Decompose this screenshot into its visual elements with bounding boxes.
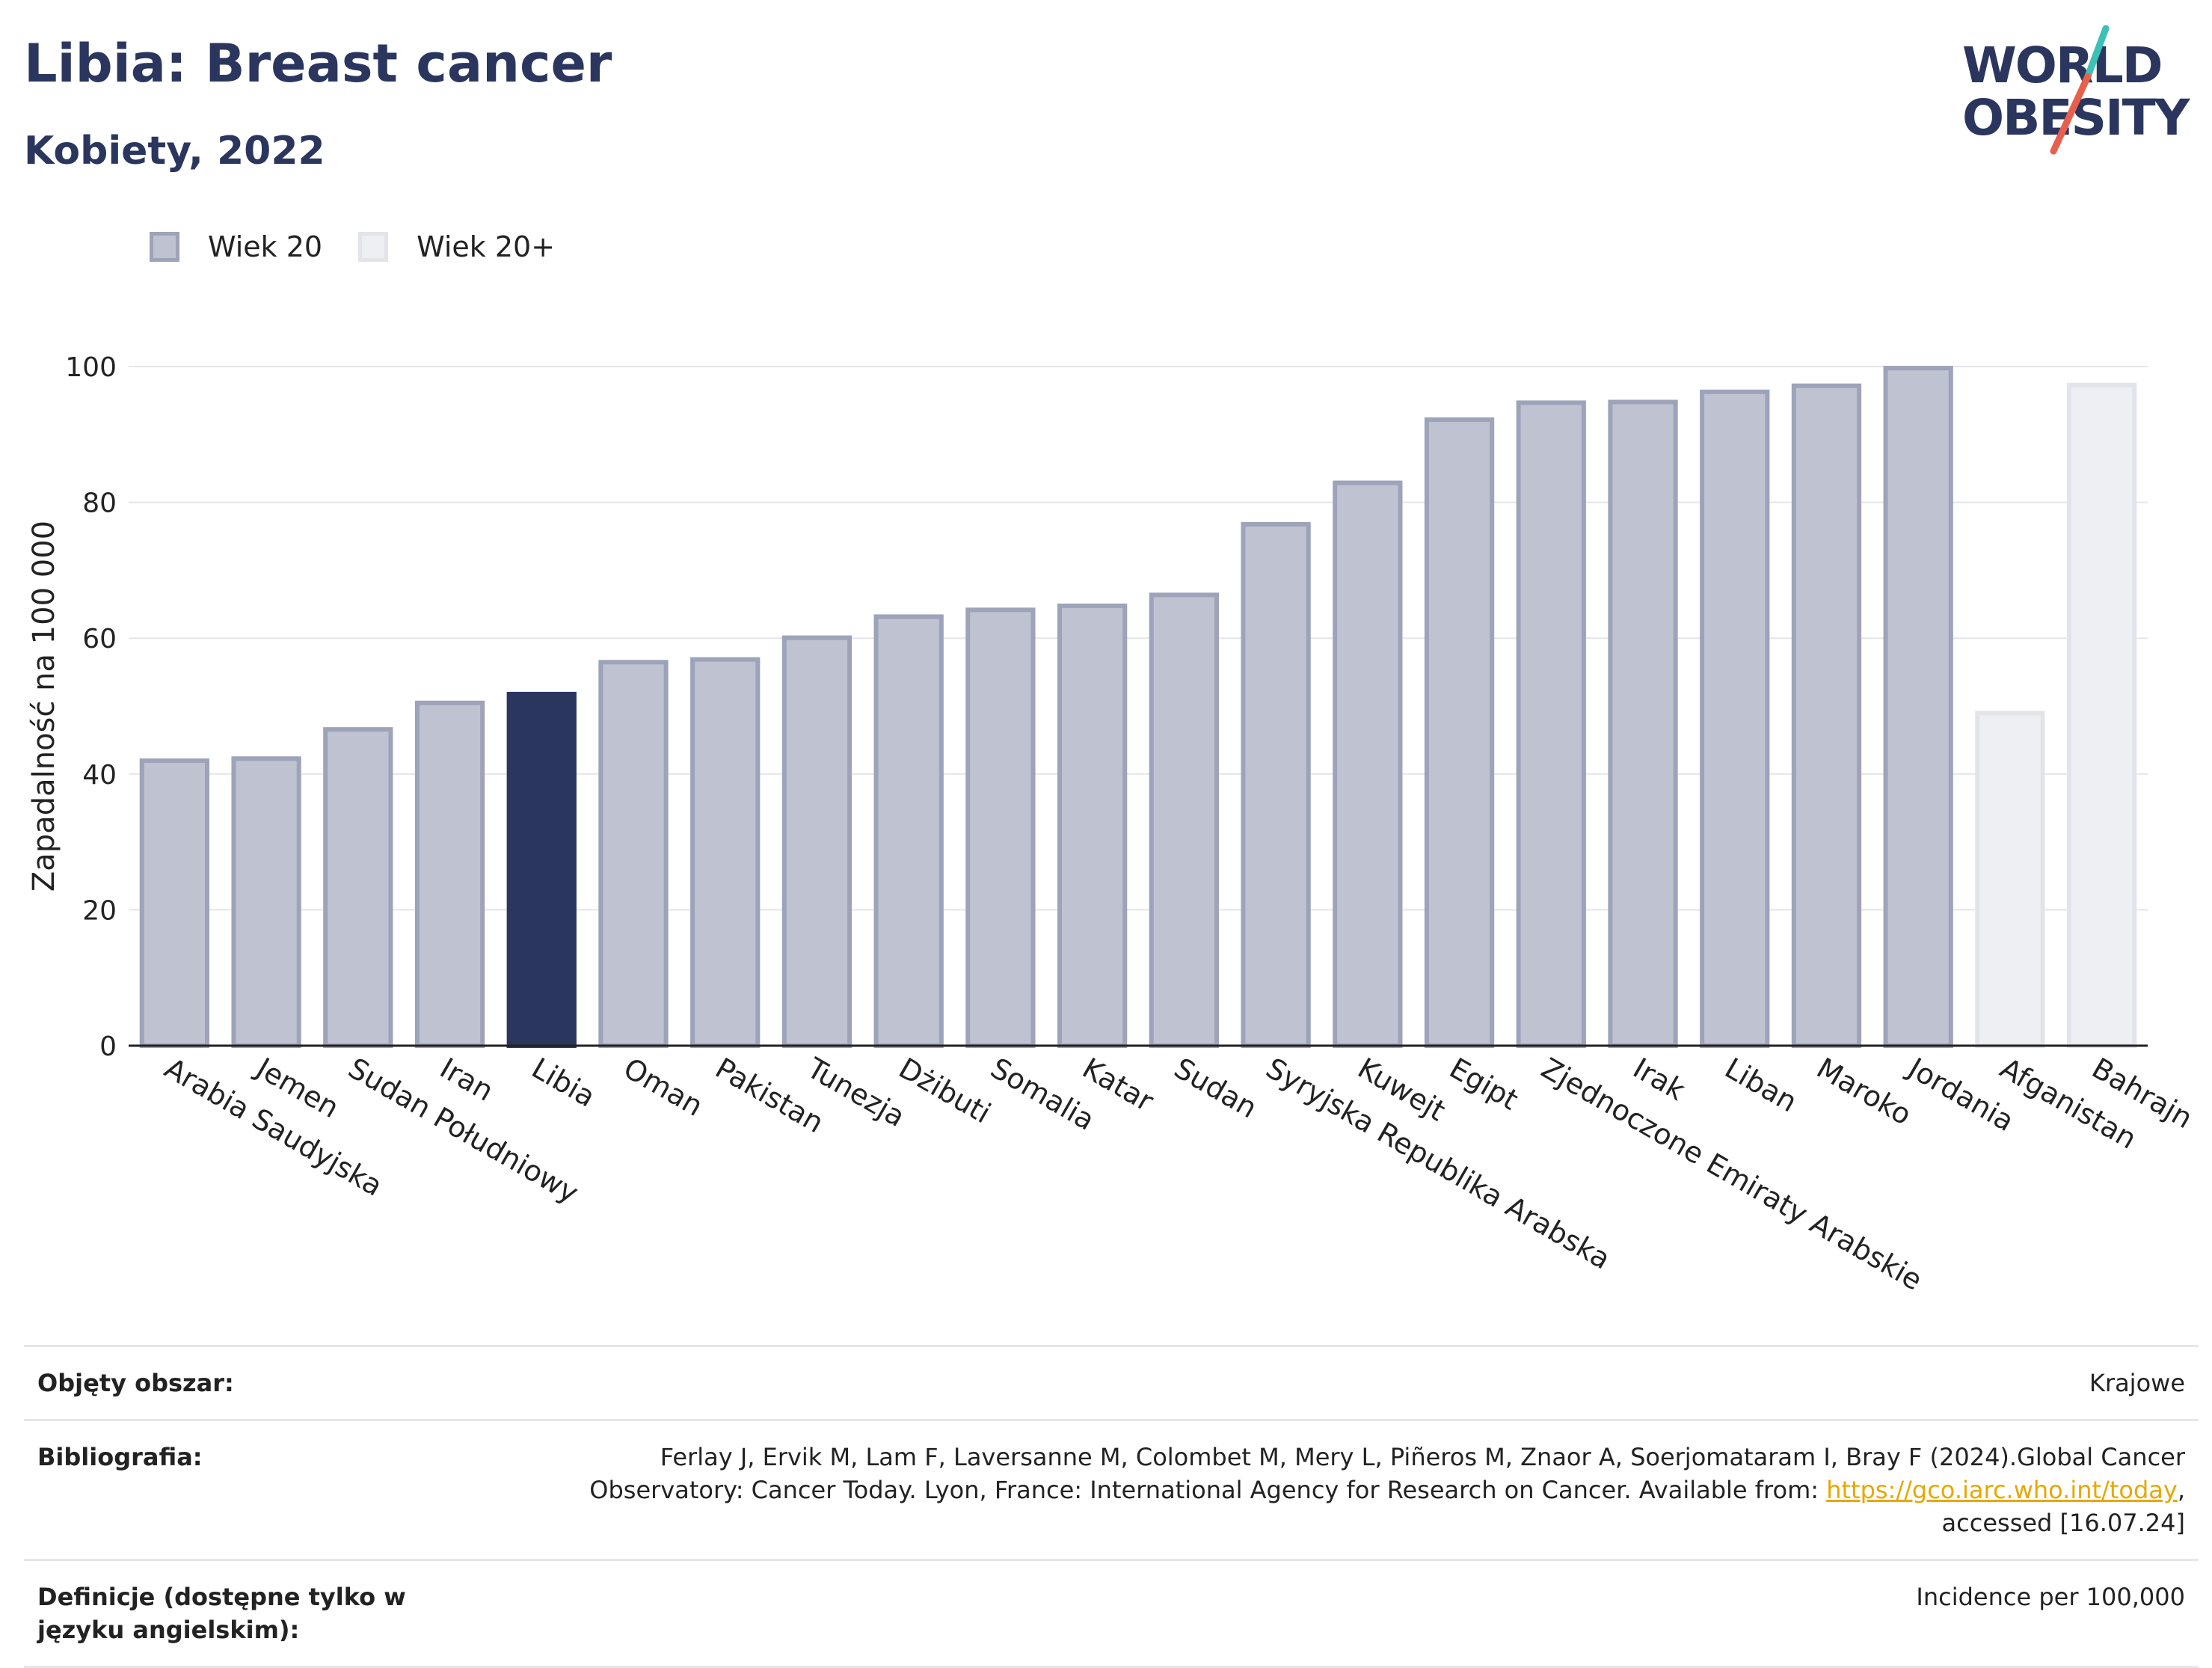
x-tick-label: Libia: [526, 1052, 601, 1114]
definitions-label: Definicje (dostępne tylko w języku angie…: [24, 1559, 494, 1668]
bibliography-text-4: accessed [16.07.24]: [1941, 1509, 2185, 1537]
x-tick-label: Dżibuti: [894, 1052, 997, 1130]
y-tick-label: 100: [65, 352, 117, 383]
logo-slash-teal: [2084, 25, 2110, 80]
x-tick-label: Oman: [618, 1052, 709, 1123]
bar-1: [231, 756, 301, 1049]
bibliography-text-3: ,: [2177, 1476, 2185, 1504]
legend: Wiek 20 Wiek 20+: [150, 224, 591, 269]
bar-20: [1975, 711, 2045, 1049]
meta-row-bibliography: Bibliografia: Ferlay J, Ervik M, Lam F, …: [24, 1419, 2199, 1560]
area-label: Objęty obszar:: [24, 1345, 494, 1420]
bar-4: [506, 691, 577, 1048]
world-obesity-logo: WORLD OBESITY: [1962, 25, 2193, 155]
legend-label-0: Wiek 20: [208, 230, 323, 263]
x-tick-label: Sudan: [1169, 1052, 1263, 1125]
y-tick-label: 60: [82, 624, 117, 654]
bar-10: [1057, 603, 1128, 1048]
bar-8: [873, 614, 944, 1049]
y-axis-title: Zapadalność na 100 000: [27, 521, 61, 892]
y-tick-label: 20: [82, 895, 117, 926]
x-tick-label: Liban: [1719, 1052, 1802, 1119]
legend-swatch-1: [358, 232, 389, 262]
metadata-table: Objęty obszar: Krajowe Bibliografia: Fer…: [24, 1345, 2199, 1668]
y-tick-label: 0: [99, 1031, 117, 1062]
bar-17: [1700, 389, 1770, 1048]
bar-15: [1516, 400, 1586, 1048]
bibliography-text-1: Ferlay J, Ervik M, Lam F, Laversanne M, …: [660, 1443, 2185, 1471]
bar-14: [1424, 417, 1495, 1049]
logo-slash-red: [2050, 73, 2092, 155]
meta-row-area: Objęty obszar: Krajowe: [24, 1345, 2199, 1420]
bibliography-value: Ferlay J, Ervik M, Lam F, Laversanne M, …: [494, 1419, 2199, 1560]
x-tick-label: Irak: [1628, 1052, 1691, 1107]
definitions-value: Incidence per 100,000: [494, 1559, 2199, 1668]
bar-3: [414, 700, 485, 1049]
bar-2: [323, 727, 393, 1048]
bibliography-label: Bibliografia:: [24, 1419, 494, 1560]
bar-6: [690, 657, 761, 1048]
bar-7: [781, 635, 852, 1048]
x-tick-label: Jordania: [1902, 1051, 2020, 1138]
bar-9: [965, 607, 1036, 1048]
y-tick-label: 80: [82, 488, 117, 519]
area-value: Krajowe: [494, 1345, 2199, 1420]
legend-item-1[interactable]: Wiek 20+: [358, 230, 555, 263]
bibliography-text-2: Observatory: Cancer Today. Lyon, France:…: [589, 1476, 1827, 1504]
meta-row-definitions: Definicje (dostępne tylko w języku angie…: [24, 1559, 2199, 1668]
bar-12: [1241, 521, 1311, 1048]
legend-item-0[interactable]: Wiek 20: [150, 230, 322, 263]
chart-title: Libia: Breast cancer: [24, 33, 612, 94]
bar-19: [1883, 366, 1953, 1049]
y-tick-label: 40: [82, 760, 117, 791]
x-tick-label: Iran: [434, 1052, 499, 1108]
bibliography-link[interactable]: https://gco.iarc.who.int/today: [1826, 1476, 2178, 1504]
bar-21: [2067, 382, 2137, 1049]
bar-13: [1333, 480, 1403, 1048]
bar-16: [1608, 399, 1678, 1048]
logo-text-world: WORLD: [1962, 37, 2162, 94]
bar-0: [139, 758, 210, 1049]
x-tick-label: Maroko: [1811, 1052, 1917, 1132]
legend-swatch-0: [150, 232, 179, 262]
bar-18: [1791, 383, 1862, 1048]
x-tick-label: Egipt: [1444, 1052, 1524, 1117]
x-tick-label: Somalia: [985, 1052, 1100, 1137]
bar-11: [1149, 592, 1220, 1048]
legend-label-1: Wiek 20+: [417, 230, 556, 263]
bar-5: [598, 660, 669, 1049]
chart-subtitle: Kobiety, 2022: [24, 129, 325, 174]
